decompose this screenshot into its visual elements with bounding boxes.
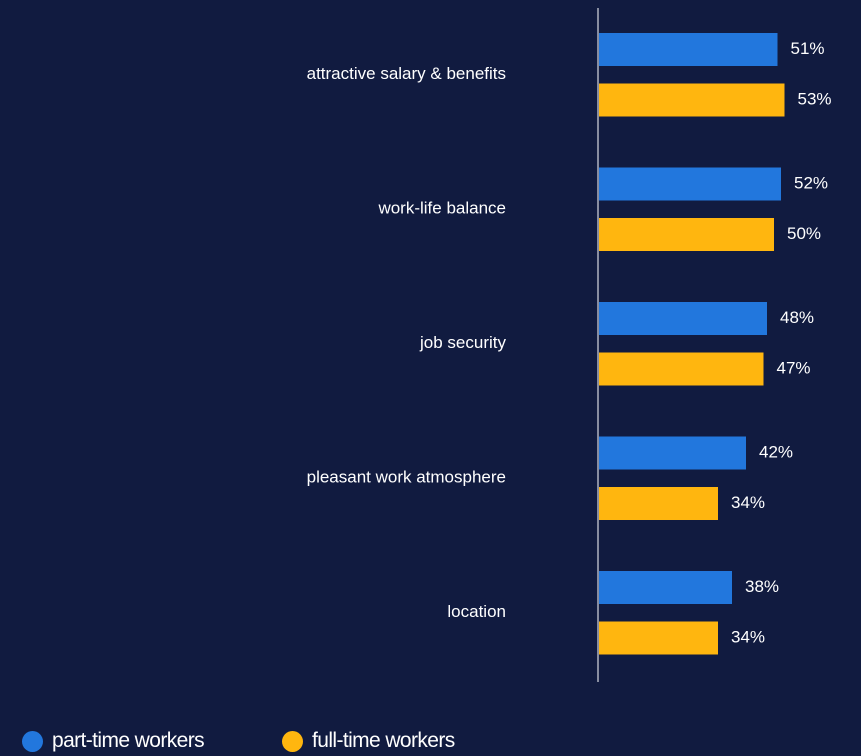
bar-chart: attractive salary & benefits 51% 53% work-l…: [307, 8, 832, 682]
bar-full-time: [599, 621, 718, 655]
data-label: 34%: [731, 627, 765, 646]
legend-item-part-time: part-time workers: [22, 729, 205, 753]
legend-marker-full-time: [282, 730, 303, 752]
legend-item-full-time: full-time workers: [282, 729, 455, 753]
data-label: 51%: [791, 39, 825, 58]
category-label: attractive salary & benefits: [307, 64, 506, 83]
data-label: 38%: [745, 577, 779, 596]
legend-marker-part-time: [22, 730, 43, 752]
legend-label-full-time: full-time workers: [312, 729, 455, 752]
category-label: work-life balance: [377, 199, 506, 218]
bar-part-time: [599, 571, 732, 604]
data-label: 42%: [759, 442, 793, 461]
bar-part-time: [599, 33, 778, 66]
bar-part-time: [599, 302, 767, 335]
data-label: 52%: [794, 173, 828, 192]
category-label: pleasant work atmosphere: [307, 468, 506, 487]
data-label: 53%: [798, 89, 832, 108]
bar-part-time: [599, 167, 781, 201]
legend: part-time workers full-time workers: [22, 726, 455, 756]
bar-part-time: [599, 436, 746, 470]
category-label: location: [447, 602, 506, 621]
bar-full-time: [599, 487, 718, 520]
legend-label-part-time: part-time workers: [52, 729, 205, 752]
bar-full-time: [599, 83, 785, 117]
category-label: job security: [419, 333, 506, 352]
data-label: 34%: [731, 493, 765, 512]
data-label: 48%: [780, 308, 814, 327]
data-label: 47%: [777, 358, 811, 377]
data-label: 50%: [787, 224, 821, 243]
bar-full-time: [599, 352, 764, 386]
bar-full-time: [599, 218, 774, 251]
